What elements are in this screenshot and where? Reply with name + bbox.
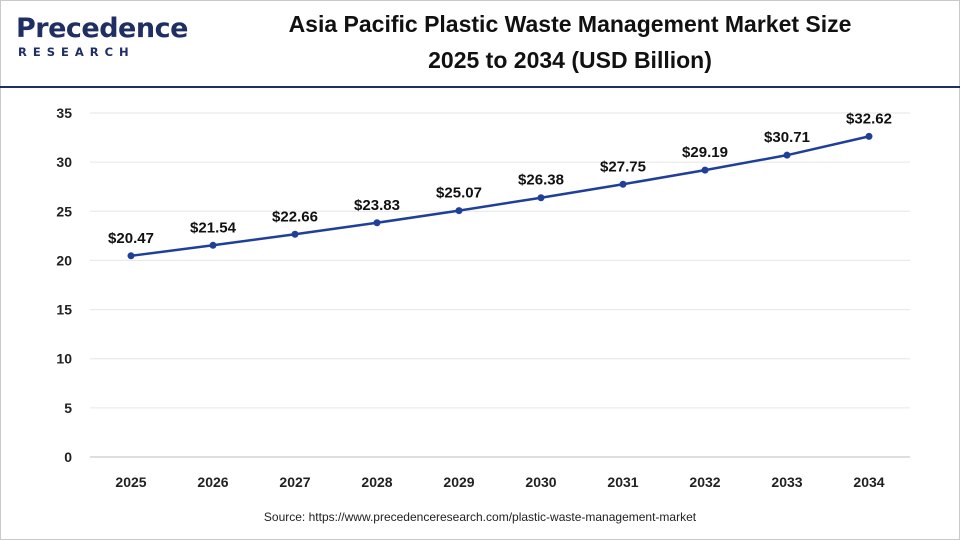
data-point-2030	[537, 194, 545, 202]
header: Precedence RESEARCH Asia Pacific Plastic…	[0, 0, 960, 88]
data-label-2025: $20.47	[108, 230, 154, 247]
data-label-layer: $20.47 $21.54 $22.66 $23.83 $25.07 $26.38 $27.…	[108, 110, 892, 246]
x-tick-label-2029: 2029	[443, 474, 474, 490]
y-tick-label-20: 20	[56, 252, 72, 268]
data-point-2025	[127, 252, 135, 260]
data-point-2031	[619, 180, 627, 188]
data-label-2028: $23.83	[354, 197, 400, 214]
data-label-2034: $32.62	[846, 110, 892, 127]
chart-title: Asia Pacific Plastic Waste Management Ma…	[190, 6, 950, 78]
y-tick-label-25: 25	[56, 203, 72, 219]
data-point-2033	[783, 151, 791, 159]
x-tick-label-2025: 2025	[115, 474, 146, 490]
data-point-2028	[373, 219, 381, 227]
data-point-2032	[701, 166, 709, 174]
logo-subtitle: RESEARCH	[18, 45, 135, 59]
data-label-2033: $30.71	[764, 129, 810, 146]
x-tick-label-2034: 2034	[853, 474, 884, 490]
x-tick-label-2027: 2027	[279, 474, 310, 490]
x-tick-label-2033: 2033	[771, 474, 802, 490]
y-tick-label-35: 35	[56, 105, 72, 121]
y-tick-label-0: 0	[64, 449, 72, 465]
x-tick-label-2032: 2032	[689, 474, 720, 490]
data-point-2027	[291, 230, 299, 238]
data-point-2034	[865, 132, 873, 140]
y-tick-label-15: 15	[56, 302, 72, 318]
data-label-2032: $29.19	[682, 144, 728, 161]
y-tick-label-10: 10	[56, 351, 72, 367]
data-label-2031: $27.75	[600, 158, 646, 175]
grid-layer	[90, 112, 910, 409]
data-point-2026	[209, 241, 217, 249]
source-note: Source: https://www.precedenceresearch.c…	[263, 510, 697, 524]
data-label-2029: $25.07	[436, 185, 482, 202]
data-point-2029	[455, 207, 463, 215]
x-tick-label-2031: 2031	[607, 474, 638, 490]
y-tick-label-30: 30	[56, 154, 72, 170]
series-line	[130, 135, 870, 258]
series-layer	[127, 132, 873, 260]
x-tick-label-2030: 2030	[525, 474, 556, 490]
chart-title-line2: 2025 to 2034 (USD Billion)	[428, 47, 712, 73]
x-tick-label-2026: 2026	[197, 474, 228, 490]
logo-wordmark: Precedence	[16, 13, 188, 44]
x-tick-label-2028: 2028	[361, 474, 392, 490]
y-tick-label-5: 5	[64, 400, 72, 416]
data-label-2026: $21.54	[190, 219, 237, 236]
data-label-2030: $26.38	[518, 172, 564, 189]
data-label-2027: $22.66	[272, 208, 318, 225]
chart-title-line1: Asia Pacific Plastic Waste Management Ma…	[288, 11, 852, 37]
precedence-research-logo: Precedence RESEARCH	[16, 13, 188, 70]
